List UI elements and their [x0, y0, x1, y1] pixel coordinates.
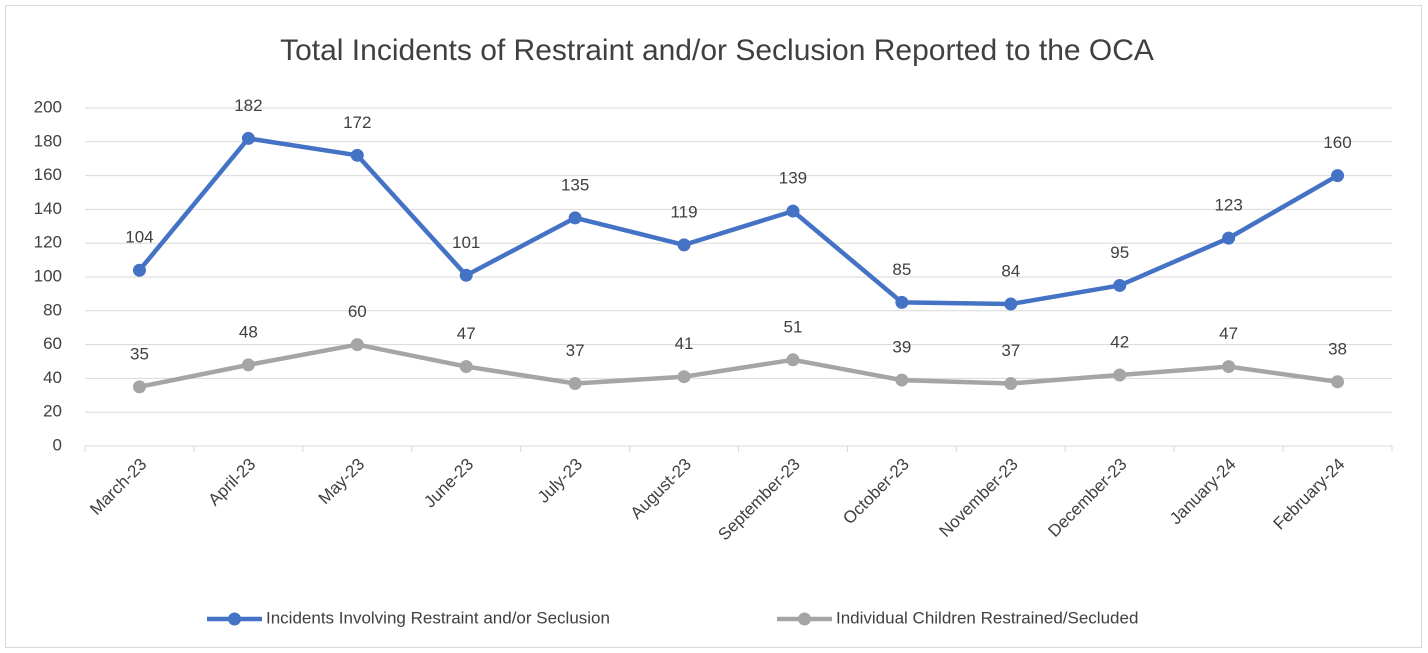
data-label: 35	[130, 344, 149, 363]
y-tick-label: 140	[34, 199, 62, 218]
y-tick-label: 20	[43, 402, 62, 421]
data-point	[786, 204, 800, 218]
data-label: 60	[348, 302, 367, 321]
data-point	[677, 370, 691, 384]
y-tick-label: 120	[34, 233, 62, 252]
data-point	[459, 268, 473, 282]
data-label: 135	[561, 175, 589, 194]
data-label: 51	[783, 317, 802, 336]
data-label: 139	[779, 169, 807, 188]
data-label: 123	[1214, 196, 1242, 215]
y-tick-label: 160	[34, 165, 62, 184]
y-tick-label: 0	[53, 435, 62, 454]
data-label: 104	[125, 228, 153, 247]
y-tick-label: 180	[34, 131, 62, 150]
data-point	[895, 373, 909, 387]
data-label: 101	[452, 233, 480, 252]
data-label: 172	[343, 113, 371, 132]
data-label: 41	[675, 334, 694, 353]
data-point	[568, 211, 582, 225]
data-label: 119	[670, 202, 697, 221]
data-point	[1222, 360, 1236, 374]
data-label: 47	[1219, 324, 1238, 343]
data-label: 39	[892, 338, 911, 357]
data-label: 85	[892, 260, 911, 279]
data-point	[241, 358, 255, 372]
chart-border	[5, 5, 1422, 648]
data-point	[1113, 278, 1127, 292]
data-label: 48	[239, 322, 258, 341]
data-label: 47	[457, 324, 476, 343]
data-point	[786, 353, 800, 367]
data-label: 37	[566, 341, 585, 360]
data-label: 95	[1110, 243, 1129, 262]
data-point	[895, 295, 909, 309]
data-label: 38	[1328, 339, 1347, 358]
data-point	[132, 380, 146, 394]
y-tick-label: 100	[34, 266, 62, 285]
data-label: 182	[234, 96, 262, 115]
data-label: 84	[1001, 262, 1020, 281]
legend-label: Incidents Involving Restraint and/or Sec…	[266, 608, 610, 627]
legend-marker	[228, 612, 241, 626]
data-point	[132, 263, 146, 277]
y-tick-label: 60	[43, 334, 62, 353]
y-tick-label: 80	[43, 300, 62, 319]
data-point	[1004, 376, 1018, 390]
legend-marker	[798, 612, 811, 626]
data-point	[1222, 231, 1236, 245]
data-point	[1113, 368, 1127, 382]
data-point	[1331, 169, 1345, 183]
data-point	[459, 360, 473, 374]
y-tick-label: 40	[43, 368, 62, 387]
data-label: 37	[1001, 341, 1020, 360]
series-line	[137, 136, 1339, 307]
data-point	[1004, 297, 1018, 311]
chart-title: Total Incidents of Restraint and/or Secl…	[280, 34, 1154, 67]
data-point	[350, 338, 364, 352]
data-point	[241, 131, 255, 145]
data-point	[1331, 375, 1345, 389]
data-label: 160	[1323, 133, 1351, 152]
data-point	[350, 148, 364, 162]
y-tick-label: 200	[34, 97, 62, 116]
series-line	[139, 342, 1338, 390]
legend-label: Individual Children Restrained/Secluded	[836, 608, 1138, 627]
data-point	[568, 376, 582, 390]
data-point	[677, 238, 691, 252]
data-label: 42	[1110, 333, 1129, 352]
